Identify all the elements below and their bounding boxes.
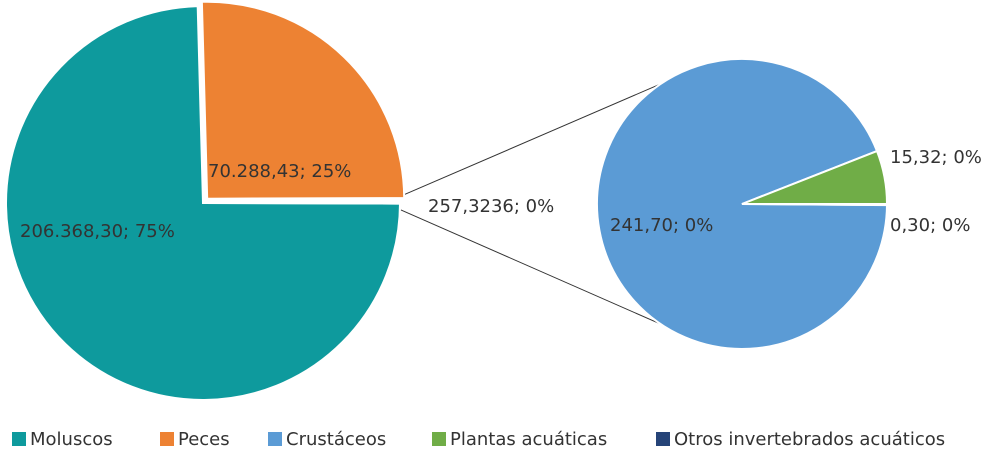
- data-label: 241,70; 0%: [610, 215, 713, 236]
- connector-line: [400, 209, 662, 325]
- legend-label: Moluscos: [30, 429, 113, 450]
- data-label: 206.368,30; 75%: [20, 221, 175, 242]
- pie-slice: [741, 203, 889, 207]
- legend-label: Crustáceos: [286, 429, 386, 450]
- pie-slice: [200, 0, 406, 200]
- pie-slice: [202, 201, 401, 205]
- legend-swatch: [268, 432, 282, 446]
- legend-label: Otros invertebrados acuáticos: [674, 429, 945, 450]
- data-label: 257,3236; 0%: [428, 196, 554, 217]
- legend-swatch: [656, 432, 670, 446]
- data-label: 70.288,43; 25%: [208, 161, 351, 182]
- legend-swatch: [12, 432, 26, 446]
- data-label: 15,32; 0%: [890, 147, 982, 168]
- connector-line: [400, 83, 662, 197]
- legend-swatch: [432, 432, 446, 446]
- legend-label: Plantas acuáticas: [450, 429, 607, 450]
- data-label: 0,30; 0%: [890, 215, 970, 236]
- legend-swatch: [160, 432, 174, 446]
- legend-label: Peces: [178, 429, 230, 450]
